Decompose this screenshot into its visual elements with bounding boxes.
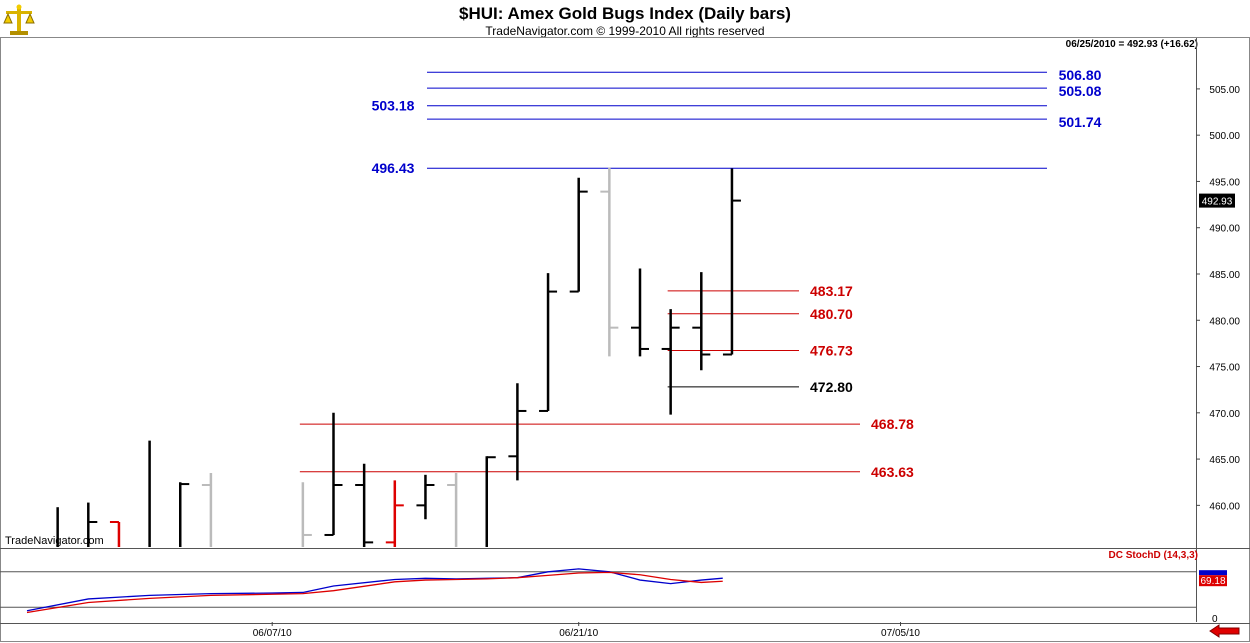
blue-level-label: 501.74	[1059, 114, 1102, 130]
stoch-red-line	[26, 571, 723, 614]
y-tick-label: 485.00	[1209, 270, 1240, 281]
y-tick-label: 495.00	[1209, 177, 1240, 188]
level-label: 476.73	[810, 343, 853, 359]
y-tick-label: 490.00	[1209, 224, 1240, 235]
back-arrow-icon[interactable]	[1209, 624, 1241, 638]
y-tick-label: 480.00	[1209, 316, 1240, 327]
chart-subtitle: TradeNavigator.com © 1999-2010 All right…	[485, 24, 765, 38]
level-label: 463.63	[871, 464, 914, 480]
x-tick-label: 07/05/10	[881, 628, 920, 639]
watermark-text: TradeNavigator.com	[5, 535, 104, 547]
trade-navigator-logo-icon[interactable]	[2, 3, 36, 37]
stoch-blue-line	[26, 568, 723, 612]
level-label: 468.78	[871, 416, 914, 432]
y-tick-label: 470.00	[1209, 409, 1240, 420]
ind-tick-label: 0	[1212, 614, 1218, 625]
blue-level-label: 496.43	[372, 160, 415, 176]
last-price-label: 492.93	[1202, 197, 1233, 208]
last-price-tag	[1199, 193, 1235, 208]
y-tick-label: 460.00	[1209, 501, 1240, 512]
level-label: 472.80	[810, 379, 853, 395]
level-label: 480.70	[810, 306, 853, 322]
chart-title: $HUI: Amex Gold Bugs Index (Daily bars)	[459, 4, 791, 23]
ind-last-value: 69.18	[1200, 576, 1225, 587]
y-tick-label: 500.00	[1209, 131, 1240, 142]
x-tick-label: 06/21/10	[559, 628, 598, 639]
y-tick-label: 465.00	[1209, 455, 1240, 466]
blue-level-label: 503.18	[372, 98, 415, 114]
price-readout: 06/25/2010 = 492.93 (+16.62)	[1065, 39, 1198, 50]
x-tick-label: 06/07/10	[253, 628, 292, 639]
indicator-title: DC StochD (14,3,3)	[1108, 550, 1198, 561]
ind-last-value-tag	[1199, 575, 1227, 587]
blue-level-label: 505.08	[1059, 83, 1102, 99]
y-tick-label: 505.00	[1209, 85, 1240, 96]
level-label: 483.17	[810, 283, 853, 299]
y-tick-label: 475.00	[1209, 363, 1240, 374]
blue-level-label: 506.80	[1059, 67, 1102, 83]
ind-last-blue-tag	[1199, 570, 1227, 576]
